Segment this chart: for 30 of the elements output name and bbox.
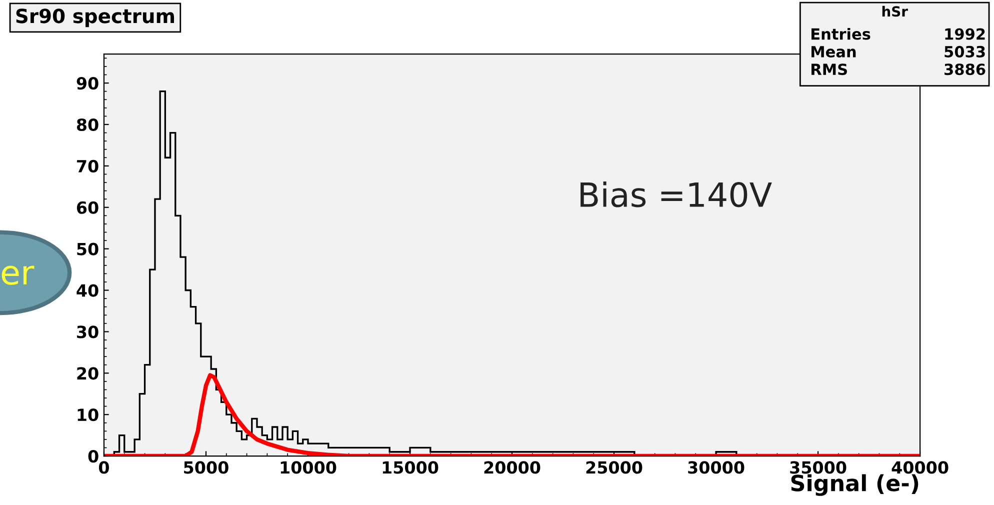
text: er <box>2 266 34 285</box>
annotation: RMS <box>812 64 847 76</box>
x-tick-label: 25000 <box>586 461 642 474</box>
y-tick-label: 40 <box>76 284 98 297</box>
text: 1992 <box>945 28 985 40</box>
y-tick-label: 50 <box>77 242 98 256</box>
x-axis-title: Signal (e-) <box>791 474 918 496</box>
annotation: Mean <box>812 46 856 58</box>
x-tick-label: 0 <box>98 461 109 474</box>
x-tick-label: 10000 <box>280 461 336 474</box>
y-tick-label: 80 <box>76 118 98 132</box>
y-tick-label: 60 <box>76 201 98 214</box>
text: 5033 <box>944 46 985 58</box>
x-tick-label: 5000 <box>184 461 228 474</box>
text: Entries <box>812 28 870 40</box>
text: hSr <box>882 6 908 17</box>
y-tick-label: 0 <box>88 450 98 463</box>
y-tick-label: 30 <box>77 326 98 338</box>
y-tick-label: 10 <box>78 408 98 422</box>
annotation: Bias =140V <box>580 181 772 208</box>
x-tick-label: 35000 <box>790 461 846 474</box>
chart-title: Sr90 spectrum <box>16 8 174 28</box>
y-tick-label: 20 <box>77 367 98 380</box>
y-tick-label: 90 <box>76 77 98 90</box>
x-tick-label: 30000 <box>688 461 744 474</box>
text: 3886 <box>944 64 986 76</box>
x-tick-label: 20000 <box>484 461 540 474</box>
y-tick-label: 70 <box>77 160 98 172</box>
x-tick-label: 15000 <box>382 461 438 474</box>
x-tick-label: 40000 <box>892 461 948 474</box>
